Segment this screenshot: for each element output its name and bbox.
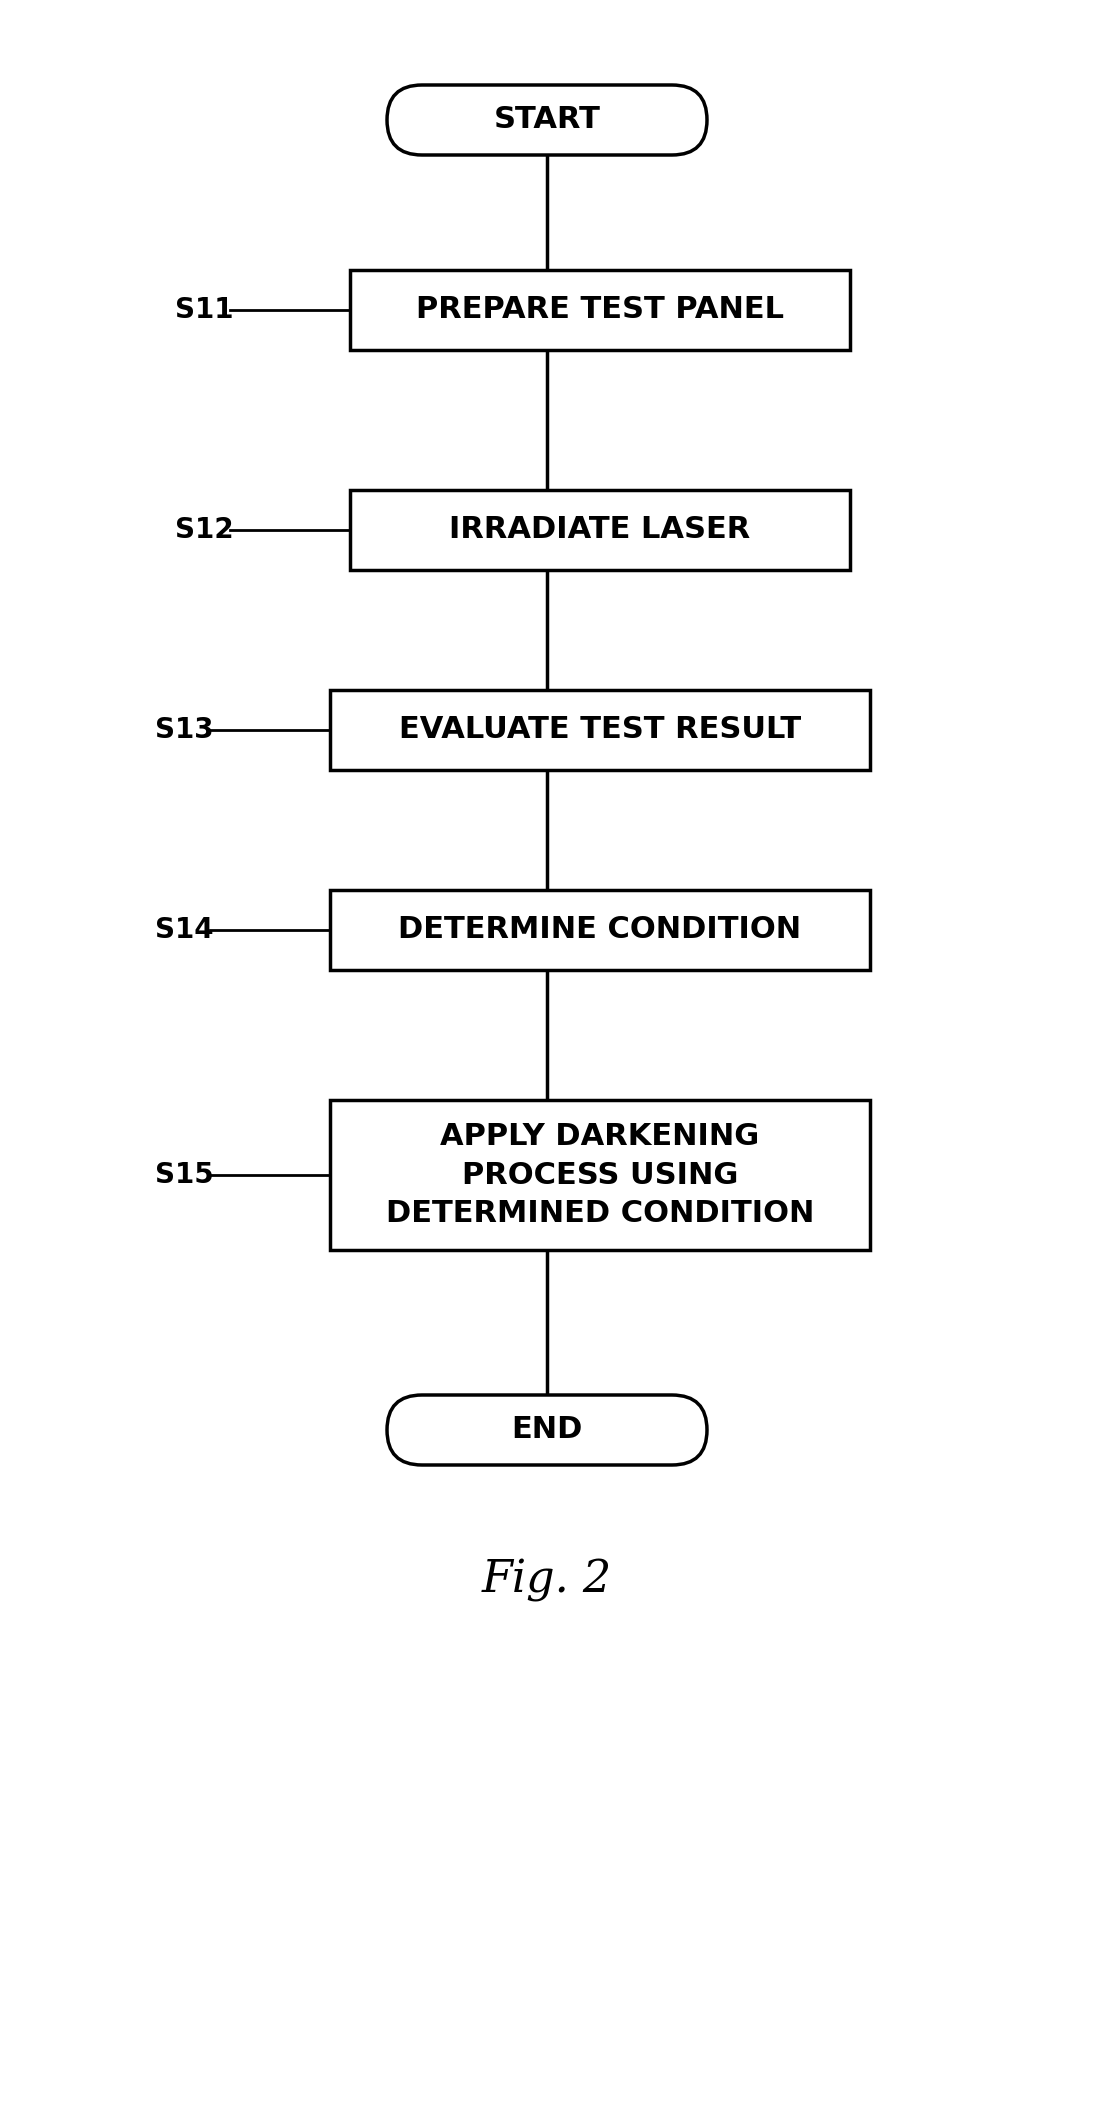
Text: END: END [511,1415,583,1444]
Bar [330,689,870,769]
Text: S14: S14 [155,916,213,944]
Text: DETERMINE CONDITION: DETERMINE CONDITION [398,916,802,944]
Text: S12: S12 [175,515,234,544]
Text: EVALUATE TEST RESULT: EVALUATE TEST RESULT [399,715,801,744]
FancyBboxPatch shape [387,84,707,156]
Text: APPLY DARKENING
PROCESS USING
DETERMINED CONDITION: APPLY DARKENING PROCESS USING DETERMINED… [386,1122,814,1228]
Bar [330,889,870,969]
FancyBboxPatch shape [387,1396,707,1465]
Text: IRRADIATE LASER: IRRADIATE LASER [450,515,750,544]
Text: Fig. 2: Fig. 2 [481,1558,613,1602]
Text: START: START [493,105,601,135]
Bar [350,269,850,351]
Text: S13: S13 [155,717,213,744]
Text: S11: S11 [175,296,233,324]
Text: PREPARE TEST PANEL: PREPARE TEST PANEL [416,296,784,324]
Bar [330,1099,870,1251]
Text: S15: S15 [155,1160,213,1190]
Bar [350,490,850,570]
